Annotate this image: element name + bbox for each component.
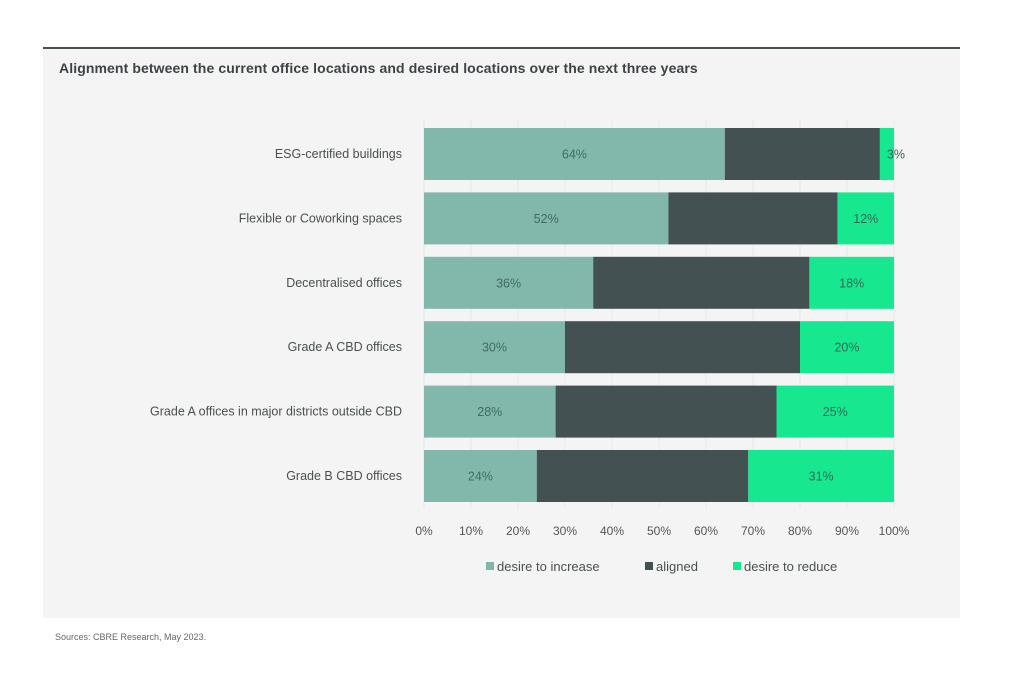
x-tick-label: 10%	[459, 524, 483, 538]
data-label: 12%	[853, 212, 878, 226]
x-tick-label: 90%	[835, 524, 859, 538]
x-tick-label: 50%	[647, 524, 671, 538]
legend-label: desire to reduce	[744, 559, 837, 574]
legend-swatch	[486, 562, 494, 570]
legend-swatch	[645, 562, 653, 570]
bar-segment-desire-to-increase	[424, 192, 669, 245]
bar-segment-aligned	[536, 450, 749, 502]
category-label: Grade A CBD offices	[288, 340, 402, 354]
x-tick-label: 60%	[694, 524, 718, 538]
bar-segment-desire-to-reduce	[837, 192, 894, 245]
x-tick-label: 20%	[506, 524, 530, 538]
bar-segment-aligned	[555, 385, 777, 438]
data-label: 36%	[496, 276, 521, 290]
x-tick-label: 100%	[879, 524, 910, 538]
x-tick-label: 30%	[553, 524, 577, 538]
data-label: 31%	[809, 470, 834, 484]
x-tick-label: 70%	[741, 524, 765, 538]
bar-segment-desire-to-reduce	[748, 450, 894, 502]
bar-segment-desire-to-increase	[424, 321, 565, 374]
source-note: Sources: CBRE Research, May 2023.	[55, 632, 207, 642]
x-tick-label: 80%	[788, 524, 812, 538]
data-label: 28%	[477, 405, 502, 419]
category-label: Flexible or Coworking spaces	[239, 211, 402, 225]
bar-segment-desire-to-increase	[424, 128, 725, 180]
bar-segment-aligned	[593, 256, 810, 309]
data-label: 24%	[468, 470, 493, 484]
bar-segment-desire-to-increase	[424, 450, 537, 502]
data-label: 52%	[534, 212, 559, 226]
data-label: 25%	[823, 405, 848, 419]
data-label: 18%	[839, 276, 864, 290]
legend-swatch	[733, 562, 741, 570]
bar-segment-desire-to-reduce	[800, 321, 894, 374]
data-label: 3%	[887, 148, 905, 162]
data-label: 20%	[834, 341, 859, 355]
chart-title: Alignment between the current office loc…	[59, 60, 698, 76]
bar-segment-aligned	[724, 128, 880, 180]
x-tick-label: 40%	[600, 524, 624, 538]
bar-segment-desire-to-reduce	[879, 128, 894, 180]
x-tick-label: 0%	[415, 524, 433, 538]
bar-segment-aligned	[565, 321, 800, 374]
bar-segment-desire-to-increase	[424, 256, 594, 309]
category-label: Grade A offices in major districts outsi…	[150, 405, 402, 419]
data-label: 64%	[562, 148, 587, 162]
category-label: Grade B CBD offices	[286, 469, 402, 483]
bar-segment-desire-to-reduce	[809, 256, 894, 309]
category-label: ESG-certified buildings	[275, 147, 402, 161]
legend-label: aligned	[656, 559, 698, 574]
data-label: 30%	[482, 341, 507, 355]
bar-segment-desire-to-reduce	[776, 385, 894, 438]
bar-segment-desire-to-increase	[424, 385, 556, 438]
legend-label: desire to increase	[497, 559, 600, 574]
category-label: Decentralised offices	[286, 276, 402, 290]
bar-segment-aligned	[668, 192, 838, 245]
